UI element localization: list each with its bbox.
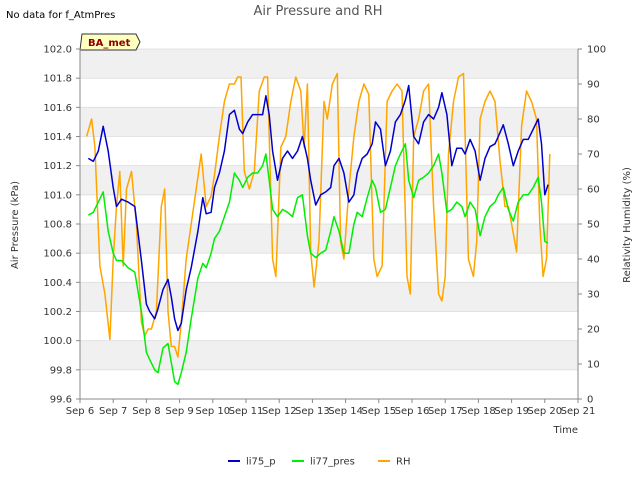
grid-band [80,49,578,79]
x-tick-label: Sep 15 [361,406,396,417]
grid-band [80,282,578,312]
plot-background [80,48,578,400]
legend-label-li77-pres: li77_pres [310,457,355,468]
legend-label-li75-p: li75_p [246,457,276,468]
y-right-tick-label: 60 [587,185,600,196]
badge-label: BA_met [88,38,131,49]
x-tick-label: Sep 16 [395,406,430,417]
y-right-tick-label: 0 [587,395,593,406]
y-right-tick-label: 40 [587,255,600,266]
no-data-note: No data for f_AtmPres [6,10,115,21]
y-left-tick-label: 100.0 [43,336,72,347]
x-tick-label: Sep 7 [99,406,127,417]
series-layer [85,72,551,386]
y-left-tick-label: 101.0 [43,190,72,201]
badge-box [79,33,141,51]
y-left-tick-label: 100.4 [43,278,72,289]
series-line-rh [85,72,551,358]
y-left-tick-label: 100.2 [43,307,72,318]
y-right-tick-label: 80 [587,115,600,126]
x-axis-title: Time [553,425,578,436]
x-tick-label: Sep 8 [132,406,160,417]
y-right-tick-label: 100 [587,45,606,56]
y-right-tick-label: 10 [587,360,600,371]
x-tick-label: Sep 10 [195,406,230,417]
y-left-tick-label: 101.6 [43,103,72,114]
legend: li75_p li77_pres RH [228,457,410,468]
y-axis-left-title: Air Pressure (kPa) [10,181,21,269]
y-right-tick-label: 90 [587,80,600,91]
y-right-tick-label: 50 [587,220,600,231]
x-tick-label: Sep 14 [328,406,363,417]
y-right-tick-label: 70 [587,150,600,161]
x-tick-label: Sep 18 [461,406,496,417]
y-left-tick-label: 101.8 [43,74,72,85]
x-tick-label: Sep 17 [428,406,463,417]
x-tick-label: Sep 19 [494,406,529,417]
y-left-tick-label: 100.8 [43,220,72,231]
x-tick-label: Sep 12 [262,406,297,417]
series-line-li77-pres [87,143,549,386]
y-axis-right-title: Relativity Humidity (%) [622,167,633,283]
y-left-tick-label: 100.6 [43,249,72,260]
y-left-tick-label: 99.8 [50,365,72,376]
y-left-tick-label: 101.4 [43,132,72,143]
x-tick-label: Sep 6 [66,406,94,417]
y-left-tick-label: 101.2 [43,161,72,172]
series-line-li75-p [87,84,549,332]
y-right-tick-label: 30 [587,290,600,301]
y-right-tick-label: 20 [587,325,600,336]
x-tick-label: Sep 13 [295,406,330,417]
axes-layer: 99.6 99.8 100.0 100.2 100.4 100.6 100.8 101.0 10… [43,45,606,418]
x-tick-label: Sep 11 [229,406,264,417]
y-left-tick-label: 99.6 [50,395,72,406]
chart-title: Air Pressure and RH [253,4,382,19]
badge: BA_met [79,33,141,51]
x-tick-label: Sep 21 [561,406,596,417]
x-tick-label: Sep 20 [527,406,562,417]
legend-label-rh: RH [396,457,410,468]
y-left-tick-label: 102.0 [43,45,72,56]
grid-band [80,340,578,370]
x-tick-label: Sep 9 [165,406,193,417]
